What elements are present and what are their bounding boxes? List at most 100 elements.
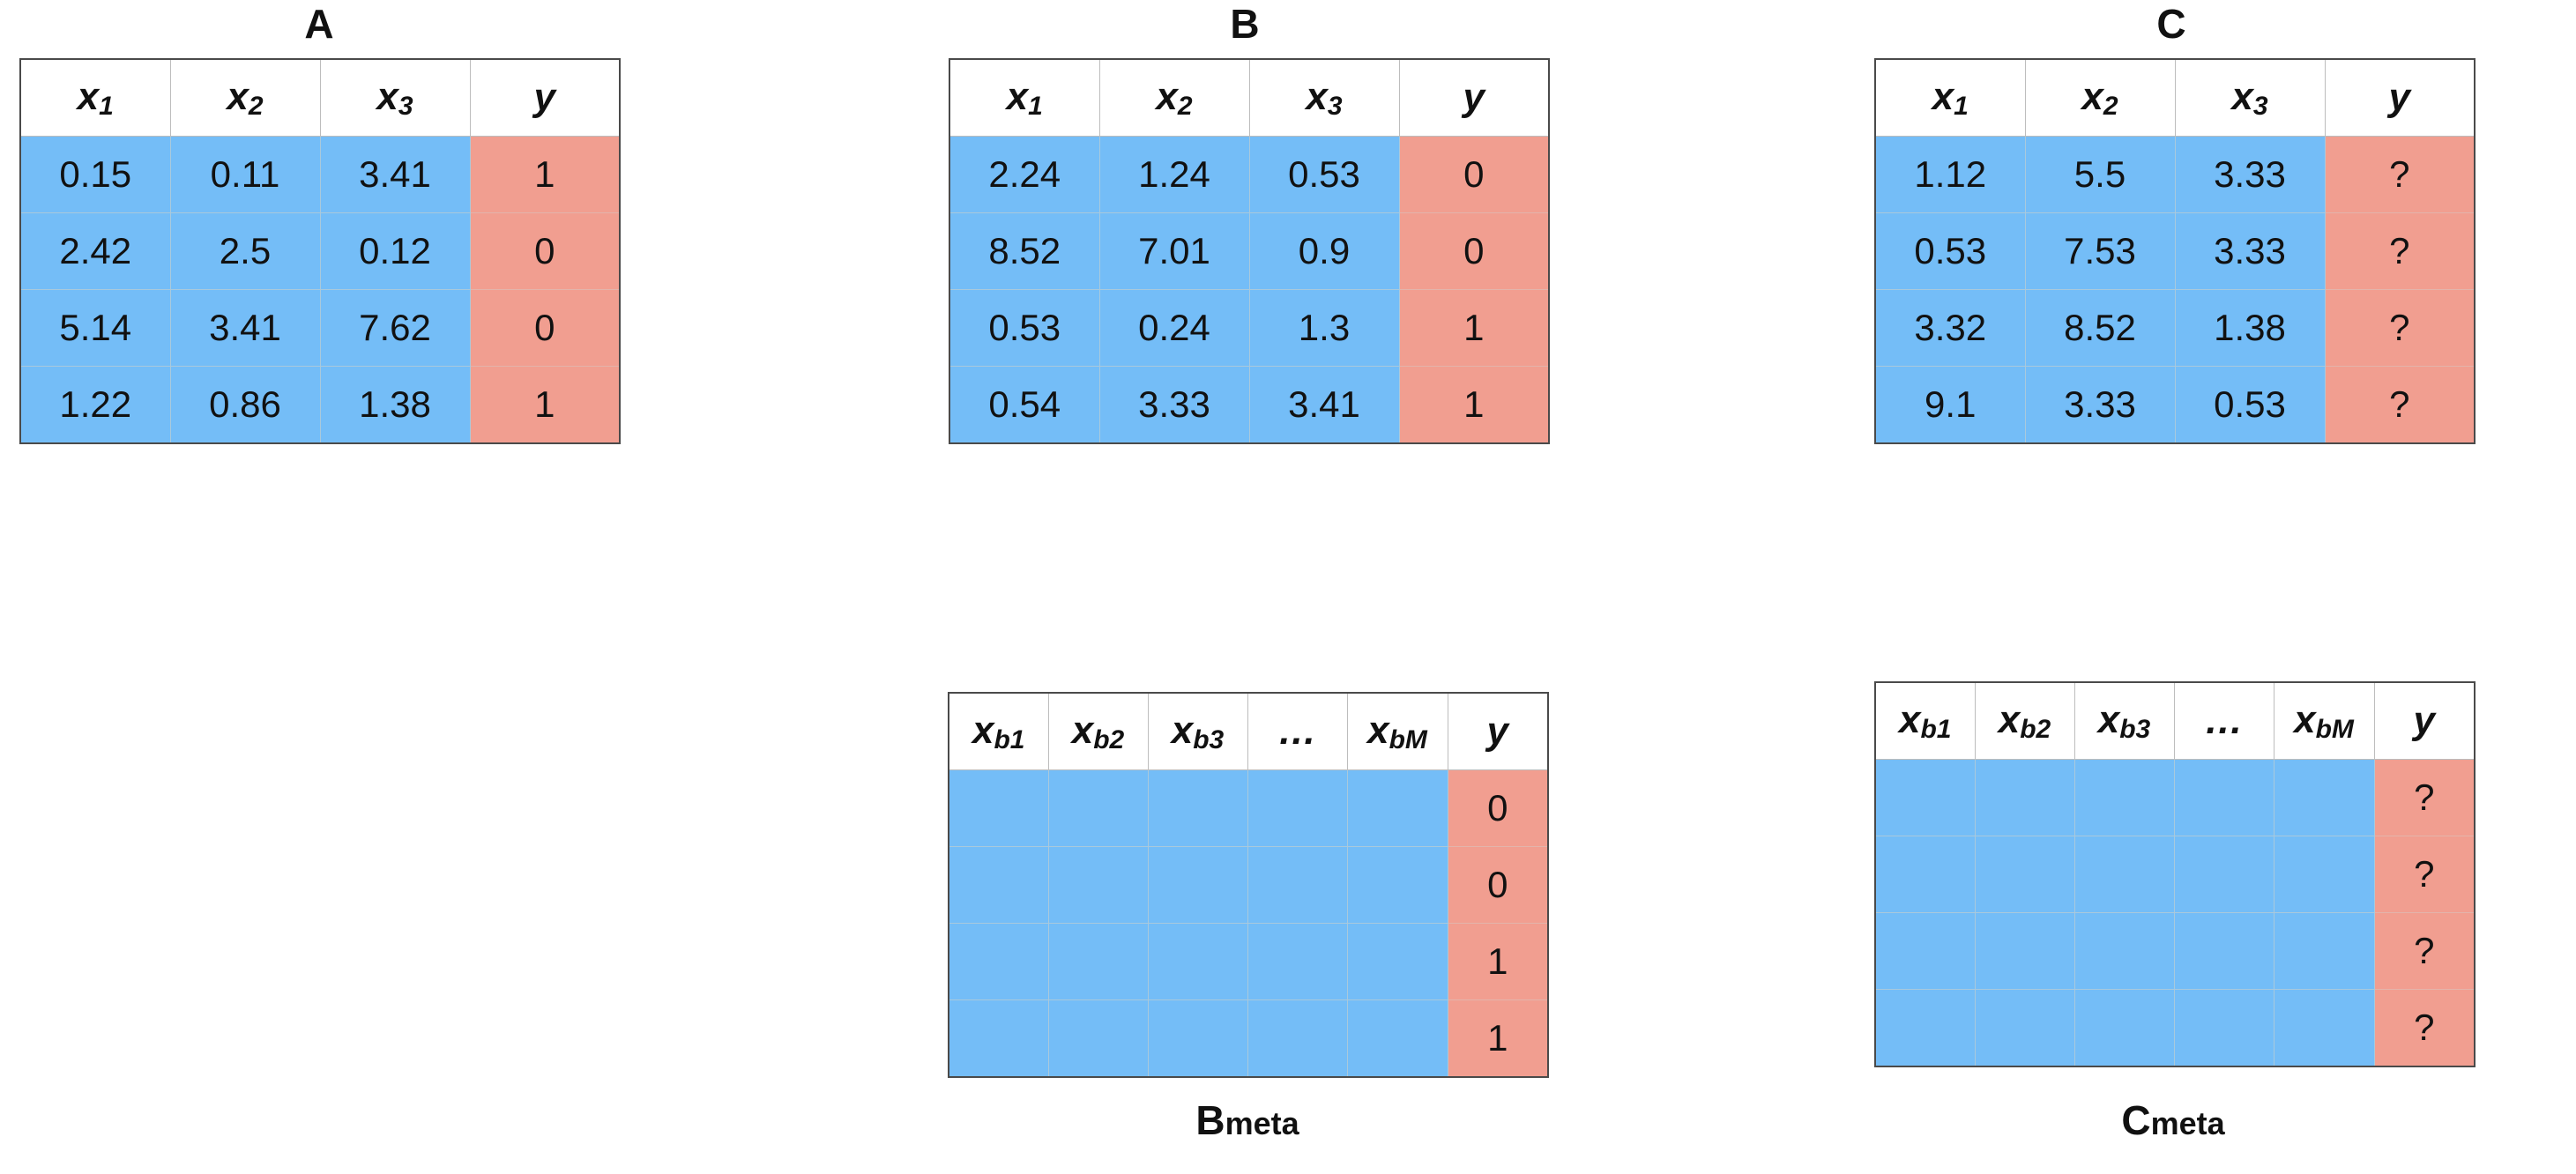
table-row: 0.54 3.33 3.41 1 — [949, 366, 1550, 444]
feature-cell: 1.24 — [1098, 136, 1250, 213]
feature-cell — [1974, 836, 2075, 913]
feature-cell — [1346, 999, 1448, 1078]
feature-cell — [2073, 912, 2175, 990]
label-cell: 0 — [469, 212, 621, 290]
column-header: y — [2324, 58, 2475, 137]
label-cell: 0 — [1398, 136, 1550, 213]
feature-cell — [1047, 769, 1149, 847]
feature-cell: 2.42 — [19, 212, 171, 290]
column-header-base: y — [1486, 710, 1508, 753]
column-header: … — [2173, 681, 2274, 760]
feature-cell: 3.33 — [1098, 366, 1250, 444]
table-header-row: x1 x2 x3 y — [19, 58, 621, 137]
column-header-base: x — [2097, 697, 2120, 741]
column-header-subscript: 2 — [2103, 91, 2118, 121]
feature-cell: 0.24 — [1098, 289, 1250, 367]
table-row: 0.15 0.11 3.41 1 — [19, 136, 621, 213]
table-a: x1 x2 x3 y 0.15 0.11 3.41 1 2.42 2.5 0.12 0 5.14 3.4… — [19, 58, 621, 444]
feature-cell: 1.38 — [319, 366, 471, 444]
panel-title-c-meta: Cmeta — [2041, 1100, 2305, 1141]
label-cell: 0 — [1398, 212, 1550, 290]
column-header-subscript: b1 — [994, 724, 1025, 754]
label-cell: 0 — [469, 289, 621, 367]
column-header: x3 — [2174, 58, 2326, 137]
feature-cell — [1974, 759, 2075, 836]
column-header-base: x — [1071, 708, 1094, 752]
feature-cell — [1247, 769, 1348, 847]
panel-title-c-meta-main: C — [2121, 1097, 2151, 1143]
feature-cell — [948, 999, 1049, 1078]
column-header-subscript: 3 — [2252, 91, 2268, 121]
column-header: xbM — [2273, 681, 2375, 760]
feature-cell — [948, 846, 1049, 924]
panel-title-c-meta-sub: meta — [2150, 1105, 2225, 1141]
column-header: x1 — [19, 58, 171, 137]
column-header-base: … — [2204, 699, 2244, 742]
feature-cell: 1.38 — [2174, 289, 2326, 367]
column-header: xb2 — [1047, 692, 1149, 770]
table-row: 8.52 7.01 0.9 0 — [949, 212, 1550, 290]
column-header-subscript: 1 — [1028, 91, 1043, 121]
table-row: 1.12 5.5 3.33? — [1874, 136, 2475, 213]
column-header-base: x — [376, 74, 398, 118]
column-header-base: x — [1998, 697, 2021, 741]
panel-title-b: B — [1230, 1, 1260, 47]
label-cell: 0 — [1447, 846, 1549, 924]
label-cell: 1 — [1447, 999, 1549, 1078]
label-cell: 1 — [469, 136, 621, 213]
feature-cell: 2.5 — [169, 212, 321, 290]
column-header-subscript: 3 — [1327, 91, 1343, 121]
label-cell: ? — [2324, 366, 2475, 444]
column-header: xb1 — [1874, 681, 1976, 760]
feature-cell — [2073, 759, 2175, 836]
feature-cell: 0.53 — [2174, 366, 2326, 444]
feature-cell: 0.53 — [949, 289, 1100, 367]
table-c-meta: xb1 xb2 xb3… xbM y ???? — [1874, 681, 2475, 1067]
column-header-subscript: bM — [1389, 724, 1427, 754]
label-cell: 0 — [1447, 769, 1549, 847]
label-cell: 1 — [1398, 289, 1550, 367]
column-header-subscript: 3 — [398, 91, 413, 121]
panel-title-a: A — [304, 1, 334, 47]
panel-title-b-meta: Bmeta — [1115, 1100, 1380, 1141]
feature-cell: 1.3 — [1248, 289, 1400, 367]
column-header: … — [1247, 692, 1348, 770]
column-header: y — [1398, 58, 1550, 137]
feature-cell — [1874, 912, 1976, 990]
column-header-subscript: 2 — [1177, 91, 1193, 121]
table-header-row: x1 x2 x3 y — [1874, 58, 2475, 137]
feature-cell: 0.9 — [1248, 212, 1400, 290]
feature-cell: 7.01 — [1098, 212, 1250, 290]
label-cell: ? — [2324, 289, 2475, 367]
column-header-base: x — [1006, 74, 1029, 118]
feature-cell — [1247, 999, 1348, 1078]
table-row: 0 — [948, 846, 1549, 924]
feature-cell — [1974, 912, 2075, 990]
feature-cell: 7.53 — [2024, 212, 2176, 290]
feature-cell — [2073, 836, 2175, 913]
feature-cell: 3.41 — [1248, 366, 1400, 444]
table-row: ? — [1874, 836, 2475, 913]
feature-cell: 5.5 — [2024, 136, 2176, 213]
feature-cell — [1974, 989, 2075, 1067]
table-row: 1.22 0.86 1.38 1 — [19, 366, 621, 444]
table-header-row: xb1 xb2 xb3… xbM y — [1874, 681, 2475, 760]
panel-title-b-meta-sub: meta — [1225, 1105, 1299, 1141]
label-cell: 1 — [1398, 366, 1550, 444]
column-header-base: x — [2294, 697, 2316, 741]
table-row: ? — [1874, 989, 2475, 1067]
label-cell: ? — [2373, 759, 2475, 836]
label-cell: ? — [2324, 136, 2475, 213]
feature-cell — [2273, 836, 2375, 913]
table-row: ? — [1874, 912, 2475, 990]
feature-cell: 8.52 — [949, 212, 1100, 290]
feature-cell: 0.53 — [1248, 136, 1400, 213]
column-header: xb2 — [1974, 681, 2075, 760]
feature-cell: 3.41 — [319, 136, 471, 213]
panel-title-b-meta-main: B — [1195, 1097, 1225, 1143]
column-header-base: x — [77, 74, 100, 118]
column-header-subscript: b2 — [1093, 724, 1125, 754]
table-row: 1 — [948, 923, 1549, 1000]
feature-cell — [2273, 989, 2375, 1067]
